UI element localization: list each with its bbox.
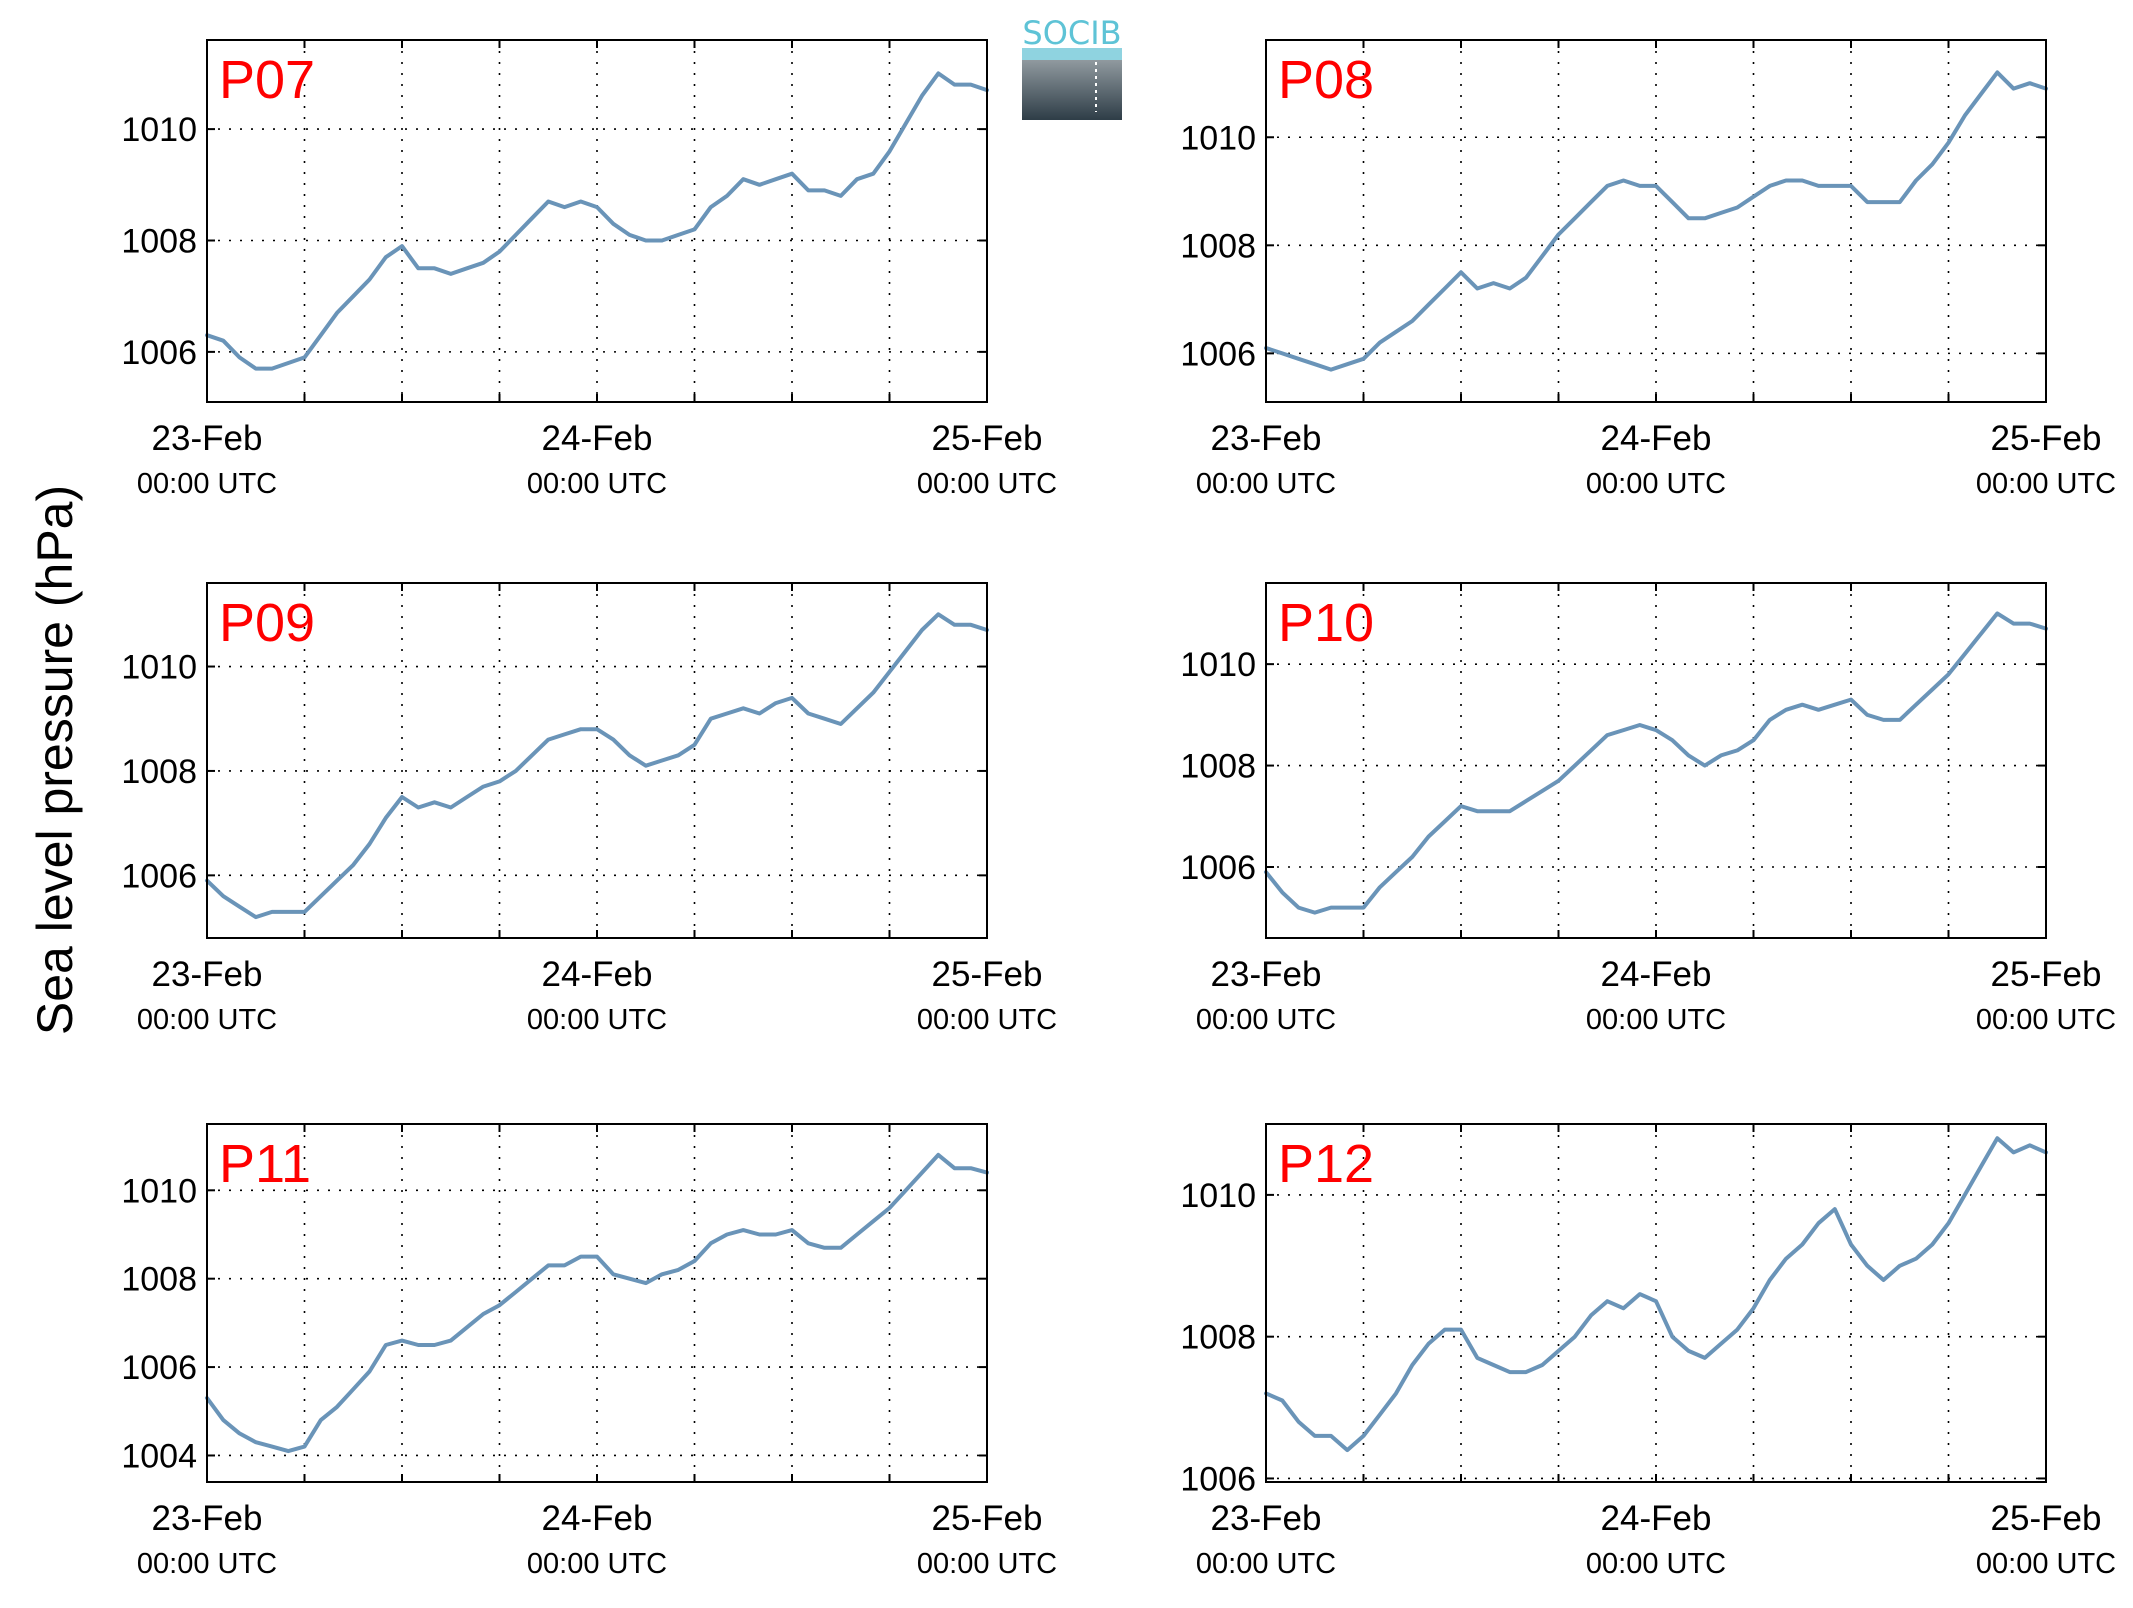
y-tick-label: 1008 <box>121 753 197 791</box>
plot-area <box>1266 40 2046 402</box>
series-line <box>205 612 989 920</box>
x-tick-label-date: 24-Feb <box>1601 955 1712 994</box>
chart-panel-p08: 1006 1008 1010 23-Feb 00:00 UTC 24-Feb 00:00 U… <box>1180 39 2116 500</box>
x-tick-label-date: 24-Feb <box>542 419 653 458</box>
plot-area <box>207 1124 987 1482</box>
chart-panel-p09: 1006 1008 1010 23-Feb 00:00 UTC 24-Feb 00:00 U… <box>121 582 1057 1036</box>
y-tick-label: 1008 <box>1180 227 1256 265</box>
panel-label: P10 <box>1278 593 1374 653</box>
y-tick-label: 1010 <box>1180 119 1256 157</box>
socib-logo: SOCIB <box>1022 14 1122 120</box>
x-tick-label-date: 24-Feb <box>1601 1499 1712 1538</box>
chart-panel-p11: 1004 1006 1008 1010 23-Feb 00:00 UTC 24-Feb 00:… <box>121 1123 1057 1580</box>
series-line <box>205 1152 989 1454</box>
x-tick-label-time: 00:00 UTC <box>1976 468 2116 500</box>
x-tick-label-date: 24-Feb <box>542 955 653 994</box>
y-tick-label: 1008 <box>121 222 197 260</box>
y-tick-label: 1008 <box>1180 748 1256 786</box>
x-tick-label-time: 00:00 UTC <box>1586 468 1726 500</box>
chart-panel-p10: 1006 1008 1010 23-Feb 00:00 UTC 24-Feb 00:00 U… <box>1180 582 2116 1036</box>
socib-logo-water <box>1022 48 1122 60</box>
panel-label: P08 <box>1278 50 1374 110</box>
series-line <box>1264 611 2048 915</box>
x-tick-label-date: 23-Feb <box>152 1499 263 1538</box>
x-tick-label-time: 00:00 UTC <box>137 1004 277 1036</box>
plot-area <box>207 40 987 402</box>
x-tick-label-time: 00:00 UTC <box>1196 1004 1336 1036</box>
x-tick-label-time: 00:00 UTC <box>1196 1548 1336 1580</box>
series-line <box>1264 70 2048 372</box>
series-line <box>205 71 989 371</box>
y-tick-label: 1008 <box>121 1261 197 1299</box>
y-tick-label: 1010 <box>121 649 197 687</box>
x-tick-label-time: 00:00 UTC <box>527 468 667 500</box>
chart-panel-p07: 1006 1008 1010 23-Feb 00:00 UTC 24-Feb 00:00 U… <box>121 39 1057 500</box>
x-tick-label-time: 00:00 UTC <box>1976 1004 2116 1036</box>
x-tick-label-time: 00:00 UTC <box>1586 1004 1726 1036</box>
x-tick-label-time: 00:00 UTC <box>917 1548 1057 1580</box>
y-tick-label: 1008 <box>1180 1319 1256 1357</box>
x-tick-label-date: 24-Feb <box>1601 419 1712 458</box>
panel-label: P12 <box>1278 1134 1374 1194</box>
y-tick-label: 1010 <box>1180 646 1256 684</box>
x-tick-label-time: 00:00 UTC <box>917 468 1057 500</box>
x-tick-label-date: 25-Feb <box>1991 419 2102 458</box>
socib-logo-text: SOCIB <box>1022 14 1121 52</box>
y-tick-label: 1006 <box>121 1349 197 1387</box>
panel-label: P07 <box>219 50 315 110</box>
panel-label: P09 <box>219 593 315 653</box>
y-tick-label: 1004 <box>121 1437 197 1475</box>
x-tick-label-date: 25-Feb <box>1991 955 2102 994</box>
y-axis-label: Sea level pressure (hPa) <box>27 485 83 1035</box>
y-tick-label: 1010 <box>1180 1177 1256 1215</box>
x-tick-label-time: 00:00 UTC <box>1586 1548 1726 1580</box>
x-tick-label-time: 00:00 UTC <box>917 1004 1057 1036</box>
panel-label: P11 <box>219 1134 311 1194</box>
x-tick-label-date: 25-Feb <box>1991 1499 2102 1538</box>
x-tick-label-date: 25-Feb <box>932 419 1043 458</box>
y-tick-label: 1010 <box>121 1172 197 1210</box>
y-tick-label: 1006 <box>1180 1460 1256 1498</box>
x-tick-label-time: 00:00 UTC <box>1196 468 1336 500</box>
x-tick-label-date: 23-Feb <box>152 955 263 994</box>
x-tick-label-date: 24-Feb <box>542 1499 653 1538</box>
y-tick-label: 1006 <box>1180 335 1256 373</box>
x-tick-label-time: 00:00 UTC <box>137 1548 277 1580</box>
x-tick-label-time: 00:00 UTC <box>527 1548 667 1580</box>
x-tick-label-time: 00:00 UTC <box>1976 1548 2116 1580</box>
x-tick-label-date: 23-Feb <box>1211 419 1322 458</box>
x-tick-label-date: 23-Feb <box>1211 1499 1322 1538</box>
x-tick-label-date: 25-Feb <box>932 955 1043 994</box>
y-tick-label: 1006 <box>121 857 197 895</box>
x-tick-label-time: 00:00 UTC <box>527 1004 667 1036</box>
x-tick-label-date: 23-Feb <box>152 419 263 458</box>
socib-logo-block <box>1022 54 1122 120</box>
series-line <box>1264 1136 2048 1453</box>
x-tick-label-date: 25-Feb <box>932 1499 1043 1538</box>
x-tick-label-date: 23-Feb <box>1211 955 1322 994</box>
y-tick-label: 1006 <box>1180 849 1256 887</box>
x-tick-label-time: 00:00 UTC <box>137 468 277 500</box>
y-tick-label: 1006 <box>121 334 197 372</box>
y-tick-label: 1010 <box>121 111 197 149</box>
chart-panel-p12: 1006 1008 1010 23-Feb 00:00 UTC 24-Feb 00:00 U… <box>1180 1123 2116 1580</box>
panels: 1006 1008 1010 23-Feb 00:00 UTC 24-Feb 00:00 U… <box>121 39 2116 1580</box>
